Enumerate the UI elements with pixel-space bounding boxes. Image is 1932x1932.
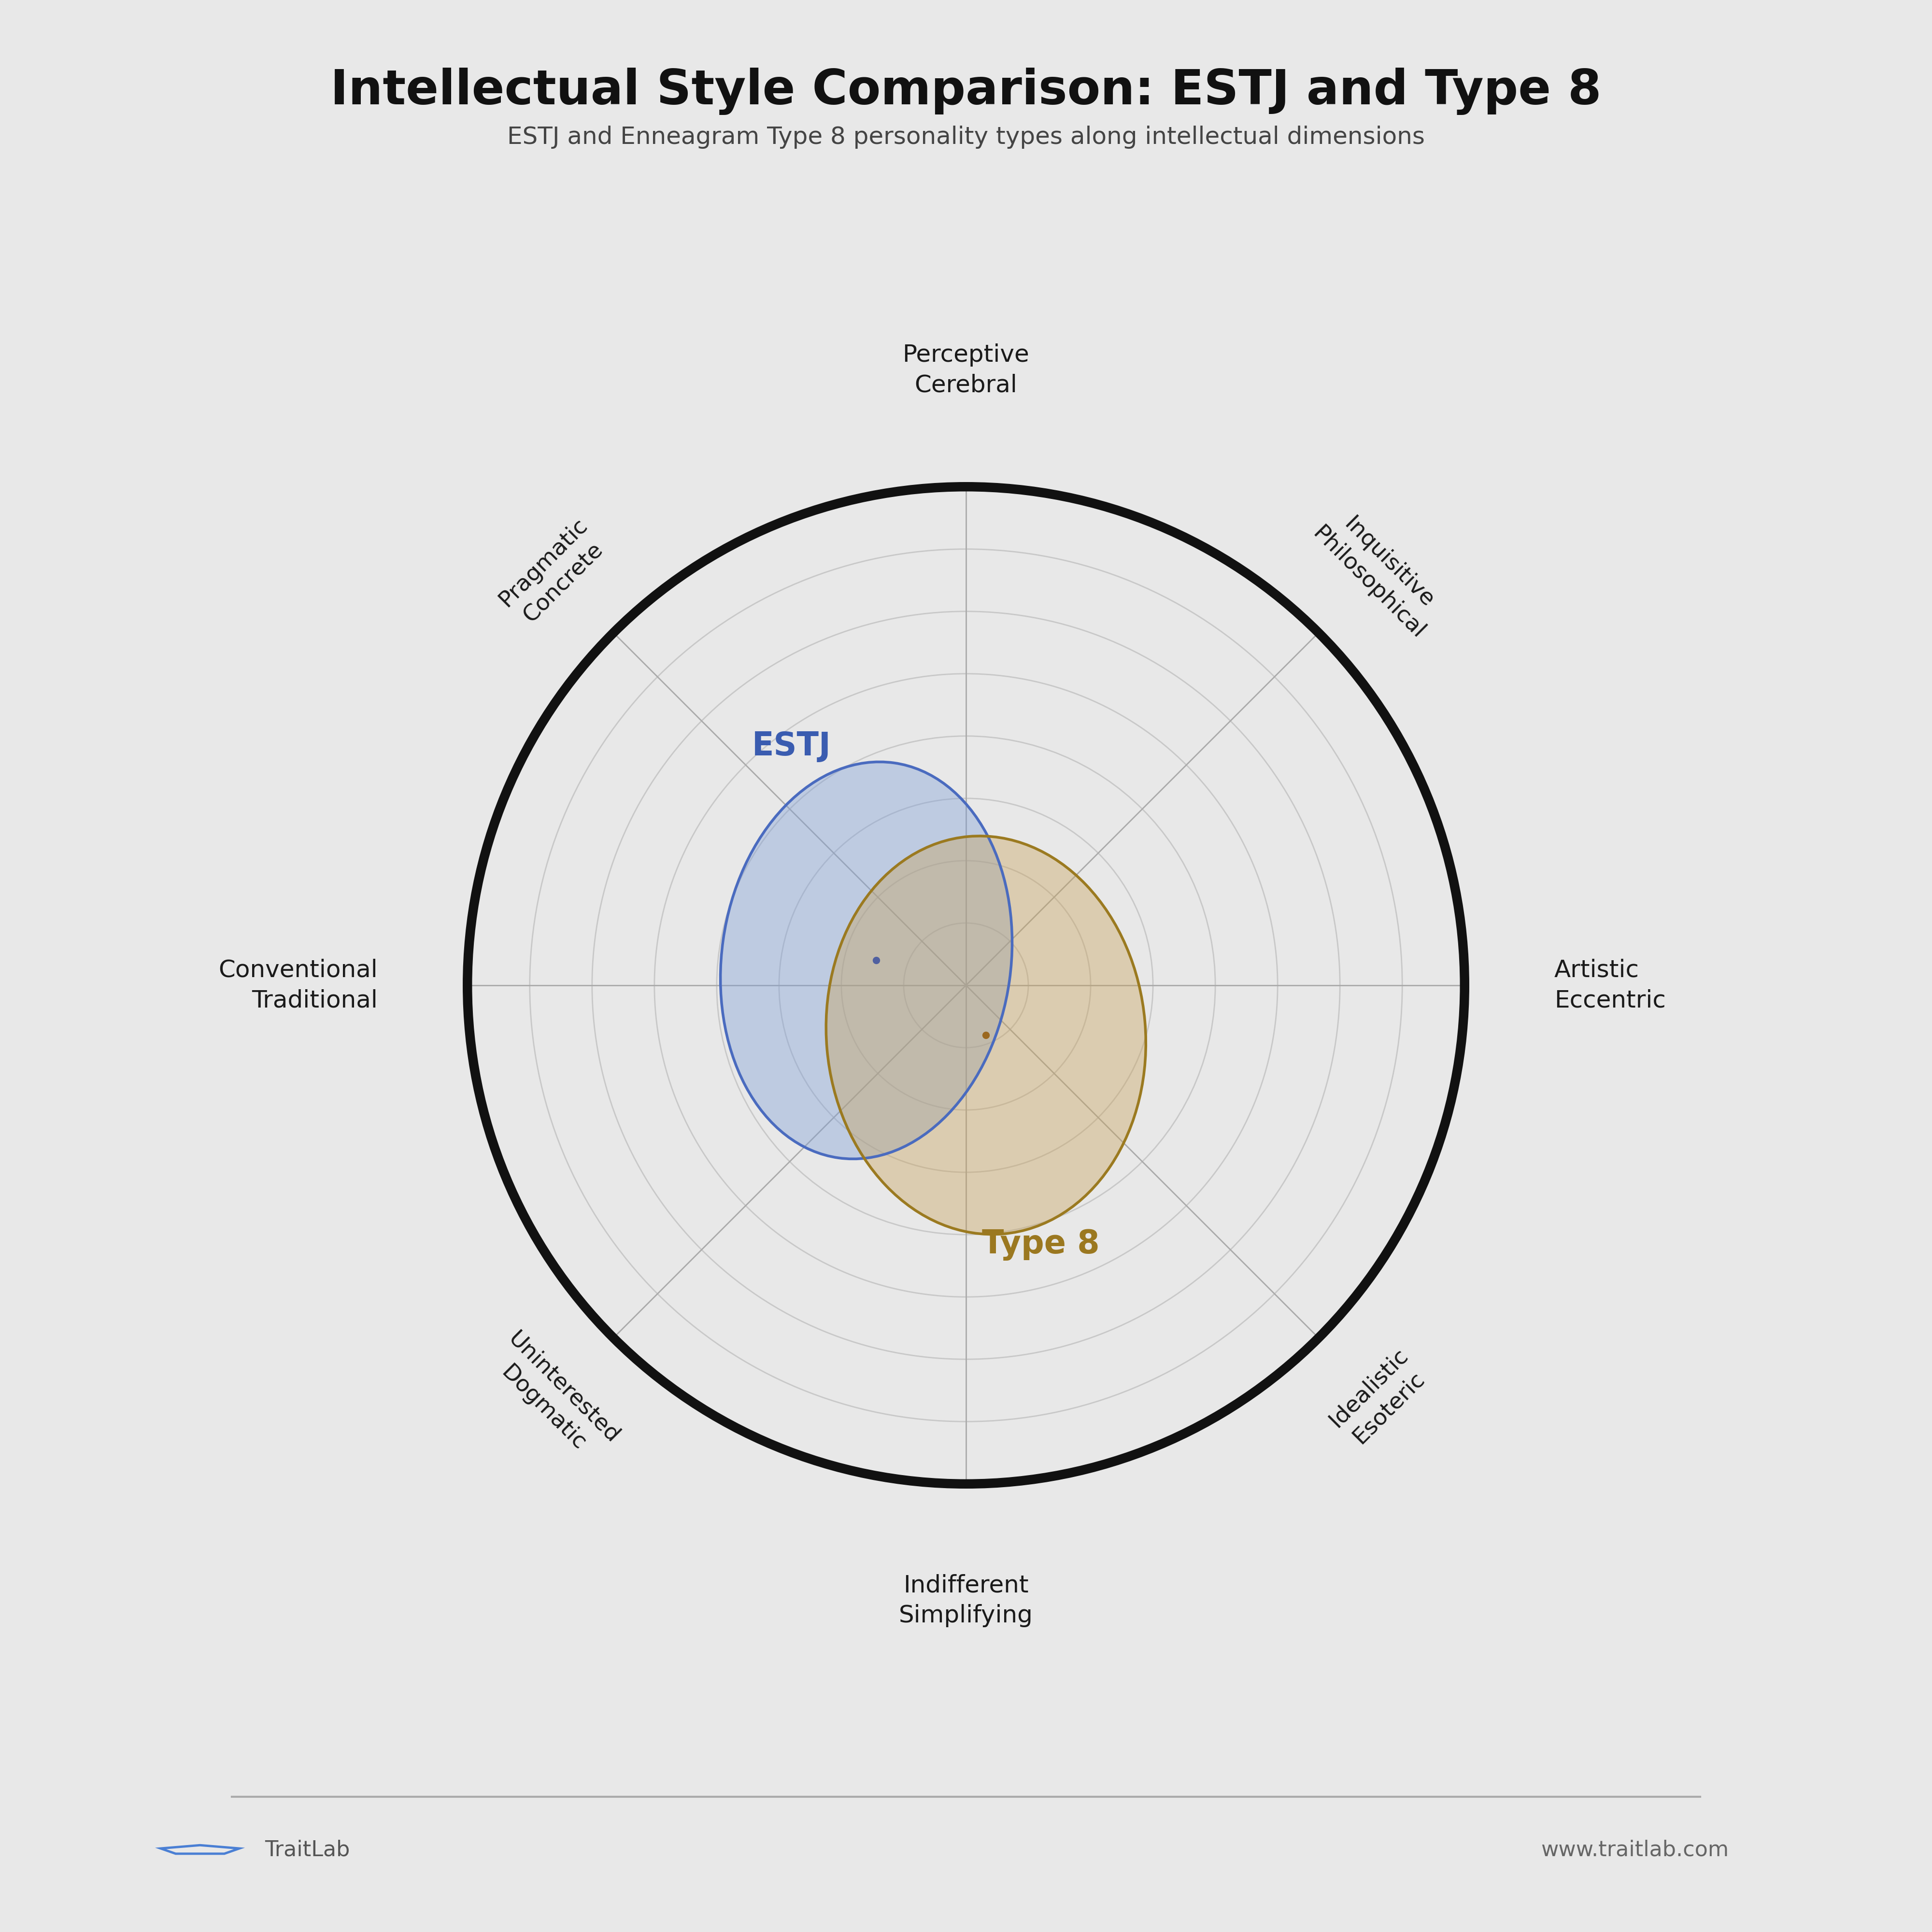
Text: Pragmatic
Concrete: Pragmatic Concrete	[495, 514, 612, 632]
Ellipse shape	[827, 837, 1146, 1235]
Text: ESTJ and Enneagram Type 8 personality types along intellectual dimensions: ESTJ and Enneagram Type 8 personality ty…	[506, 126, 1426, 149]
Text: Conventional
Traditional: Conventional Traditional	[218, 958, 377, 1012]
Text: www.traitlab.com: www.traitlab.com	[1542, 1839, 1729, 1861]
Ellipse shape	[721, 761, 1012, 1159]
Text: TraitLab: TraitLab	[265, 1839, 350, 1861]
Text: Intellectual Style Comparison: ESTJ and Type 8: Intellectual Style Comparison: ESTJ and …	[330, 68, 1602, 116]
Text: Indifferent
Simplifying: Indifferent Simplifying	[898, 1575, 1034, 1627]
Text: Perceptive
Cerebral: Perceptive Cerebral	[902, 344, 1030, 396]
Text: Idealistic
Esoteric: Idealistic Esoteric	[1325, 1345, 1432, 1451]
Text: Uninterested
Dogmatic: Uninterested Dogmatic	[483, 1327, 624, 1468]
Text: Inquisitive
Philosophical: Inquisitive Philosophical	[1308, 502, 1449, 643]
Text: Type 8: Type 8	[981, 1229, 1099, 1260]
Text: ESTJ: ESTJ	[752, 730, 831, 761]
Text: Artistic
Eccentric: Artistic Eccentric	[1555, 958, 1665, 1012]
